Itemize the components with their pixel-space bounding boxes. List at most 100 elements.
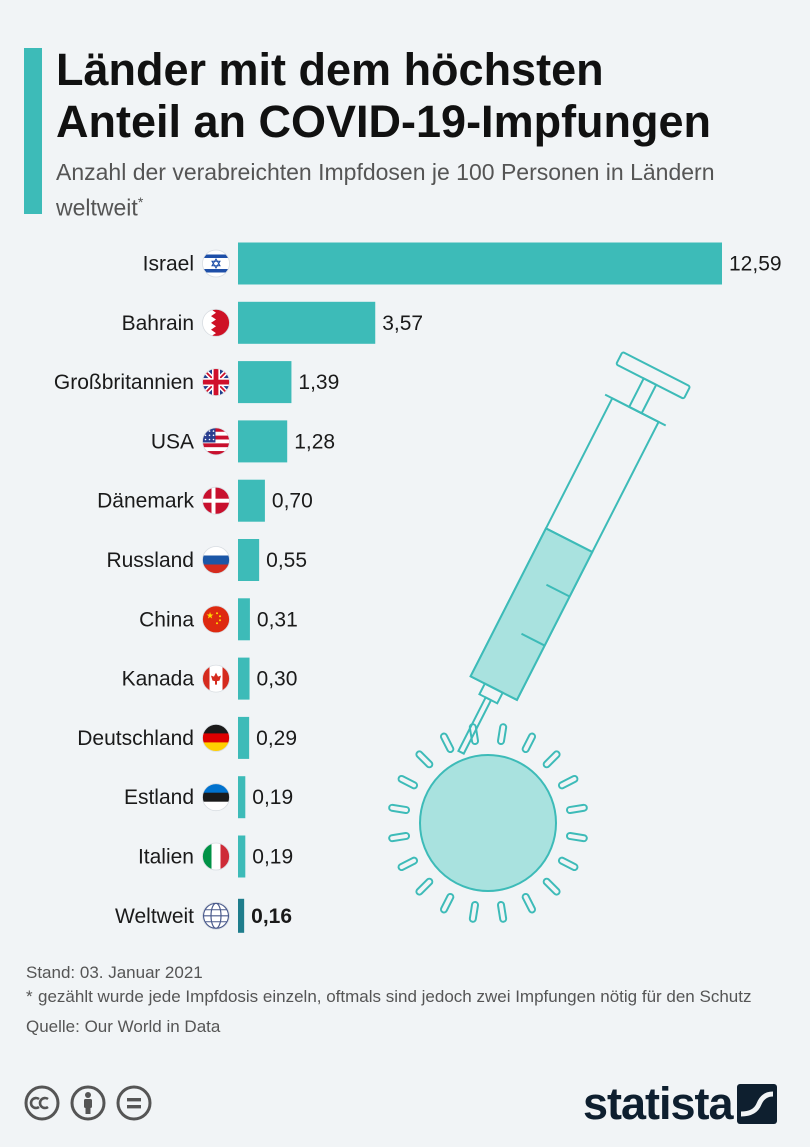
flag-china-icon: ★ <box>202 605 230 634</box>
virus-spike <box>557 774 579 790</box>
chart-title: Länder mit dem höchsten Anteil an COVID-… <box>56 44 796 148</box>
value-label: 0,31 <box>257 608 298 631</box>
category-label: Großbritannien <box>54 371 194 394</box>
chart-rows: Israel 12,59 Bahrain 3,57 Großbritannien 1,39… <box>54 242 782 933</box>
bar-row: Kanada 0,30 <box>122 657 298 700</box>
statista-logo[interactable]: statista <box>583 1080 777 1128</box>
bar <box>238 716 250 759</box>
subtitle-text: Anzahl der verabreichten Impfdosen je 10… <box>56 159 715 221</box>
bar-row: Israel 12,59 <box>143 242 782 285</box>
bar-row: Dänemark 0,70 <box>97 479 313 522</box>
footer-note: * gezählt wurde jede Impfdosis einzeln, … <box>26 985 796 1009</box>
flag-uk-icon <box>202 368 230 397</box>
value-label: 0,70 <box>272 490 313 513</box>
bar <box>238 420 288 463</box>
category-label: Bahrain <box>122 312 194 335</box>
value-label: 3,57 <box>382 312 423 335</box>
category-label: Kanada <box>122 668 195 691</box>
virus-spike <box>557 856 579 872</box>
virus-spike <box>521 892 537 914</box>
value-label: 0,16 <box>251 905 292 928</box>
footer-note-text: gezählt wurde jede Impfdosis einzeln, of… <box>38 987 752 1006</box>
syringe-liquid <box>469 527 594 702</box>
title-line-1: Länder mit dem höchsten <box>56 44 604 95</box>
virus-spike <box>439 892 455 914</box>
virus-spike <box>468 723 480 746</box>
virus-spike <box>397 856 419 872</box>
flag-estonia-icon <box>202 783 230 812</box>
bar-row: Italien 0,19 <box>138 835 293 878</box>
statista-mark-icon <box>736 1084 777 1124</box>
svg-text:★: ★ <box>206 611 214 621</box>
flag-russia-icon <box>202 546 230 574</box>
virus-spike <box>397 774 419 790</box>
virus-spike <box>415 750 434 769</box>
flag-israel-icon <box>202 249 230 278</box>
virus-spike <box>565 803 588 815</box>
bar <box>238 301 376 344</box>
category-label: Estland <box>124 786 194 809</box>
bar-row: Deutschland 0,29 <box>77 716 297 759</box>
value-label: 1,39 <box>298 371 339 394</box>
syringe-illustration <box>388 351 691 923</box>
syringe-liquid-level <box>545 527 593 553</box>
value-label: 0,55 <box>266 549 307 572</box>
footer-date: Stand: 03. Januar 2021 <box>26 963 203 982</box>
bar-row: Bahrain 3,57 <box>122 301 423 344</box>
category-label: Dänemark <box>97 490 194 513</box>
footer: Stand: 03. Januar 2021 * gezählt wurde j… <box>26 961 796 1039</box>
flag-denmark-icon <box>202 486 230 515</box>
logo-text: statista <box>583 1078 734 1129</box>
virus-spike <box>542 877 561 896</box>
syringe-tick <box>545 583 571 598</box>
value-label: 0,29 <box>256 727 297 750</box>
virus-spike <box>521 732 537 754</box>
bar <box>238 361 292 404</box>
bar-row: China ★ 0,31 <box>139 598 298 641</box>
bar-row: Russland 0,55 <box>106 539 307 581</box>
value-label: 12,59 <box>729 253 782 276</box>
virus-spike <box>565 831 588 843</box>
category-label: China <box>139 608 194 631</box>
title-line-2: Anteil an COVID-19-Impfungen <box>56 96 712 147</box>
category-label: Weltweit <box>115 905 194 928</box>
bar-row: Estland 0,19 <box>124 776 293 819</box>
value-label: 1,28 <box>294 430 335 453</box>
cc-icon[interactable] <box>24 1085 60 1121</box>
globe-icon <box>202 901 230 930</box>
category-label: Italien <box>138 846 194 869</box>
footer-source: Quelle: Our World in Data <box>26 1017 221 1036</box>
by-icon[interactable] <box>70 1085 106 1121</box>
bar <box>238 835 246 878</box>
virus-spike <box>439 732 455 754</box>
bar <box>238 657 250 700</box>
bar <box>238 242 722 285</box>
bar <box>238 598 250 641</box>
bar <box>238 776 246 819</box>
value-label: 0,19 <box>252 786 293 809</box>
nd-icon[interactable] <box>116 1085 152 1121</box>
virus-spike <box>388 831 411 843</box>
category-label: Deutschland <box>77 727 194 750</box>
footer-note-mark: * <box>26 987 33 1006</box>
flag-bahrain-icon <box>202 308 230 337</box>
flag-italy-icon <box>202 842 230 871</box>
bar <box>238 479 265 522</box>
virus-spike <box>496 723 508 746</box>
bar-row: Großbritannien 1,39 <box>54 361 339 404</box>
bar-row: Weltweit 0,16 <box>115 898 292 933</box>
bar <box>238 539 260 581</box>
virus-spike <box>542 750 561 769</box>
accent-bar <box>24 48 42 214</box>
value-label: 0,30 <box>257 668 298 691</box>
virus-spike <box>388 803 411 815</box>
virus-spike <box>415 877 434 896</box>
value-label: 0,19 <box>252 846 293 869</box>
category-label: USA <box>151 430 194 453</box>
category-label: Israel <box>143 253 194 276</box>
bar <box>238 898 245 933</box>
flag-germany-icon <box>202 724 230 752</box>
flag-usa-icon <box>202 427 230 456</box>
category-label: Russland <box>106 549 194 572</box>
bar-chart: Israel 12,59 Bahrain 3,57 Großbritannien 1,39… <box>54 242 782 933</box>
